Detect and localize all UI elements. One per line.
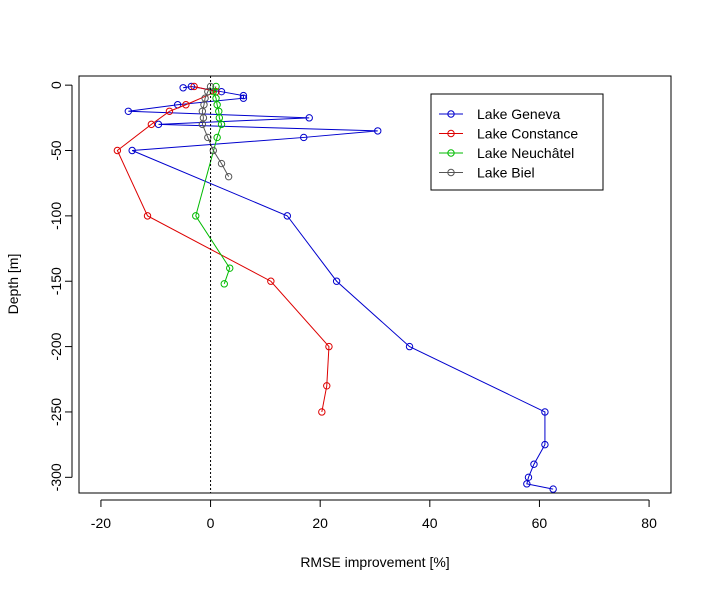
y-axis: 0 -50 -100 -150 -200 -250 -300 (48, 81, 73, 491)
x-tick-label: 40 (422, 515, 438, 531)
series-line (128, 85, 554, 490)
y-tick-label: 0 (48, 81, 64, 89)
data-point (541, 440, 549, 449)
legend: Lake Geneva Lake Constance Lake Neuchâtel L… (430, 93, 604, 191)
legend-label: Lake Biel (477, 165, 535, 181)
series-line (201, 86, 230, 177)
x-tick-label: 0 (207, 515, 215, 531)
data-point (374, 127, 382, 135)
y-tick-label: -200 (48, 332, 64, 360)
data-point (220, 280, 228, 288)
x-tick-label: 80 (641, 515, 657, 531)
data-point (213, 101, 221, 109)
series-line (116, 85, 330, 413)
data-point (213, 133, 221, 142)
legend-label: Lake Constance (477, 126, 578, 142)
data-point (200, 101, 208, 109)
data-point (113, 146, 122, 155)
x-axis-label: RMSE improvement [%] (300, 554, 449, 570)
y-tick-label: -50 (48, 140, 64, 160)
data-point (128, 146, 136, 155)
data-point (217, 87, 226, 96)
legend-marker (447, 149, 455, 157)
data-point (524, 473, 533, 482)
data-point (226, 264, 234, 272)
data-point (165, 107, 174, 115)
data-point (198, 120, 207, 129)
data-point (215, 114, 224, 122)
y-tick-label: -100 (48, 202, 64, 230)
x-tick-label: 60 (532, 515, 548, 531)
legend-label: Lake Geneva (477, 106, 560, 122)
data-point (143, 212, 152, 220)
y-tick-label: -250 (48, 398, 64, 426)
data-point (190, 82, 198, 91)
data-point (523, 480, 531, 488)
data-point (179, 84, 187, 92)
data-point (541, 408, 549, 416)
x-axis: -20 0 20 40 60 80 (91, 499, 657, 531)
data-point (224, 172, 233, 181)
x-tick-label: -20 (91, 515, 111, 531)
data-point (318, 408, 326, 416)
data-point (192, 212, 200, 220)
legend-marker (447, 168, 455, 177)
data-point (267, 277, 275, 285)
data-point (405, 342, 414, 351)
legend-box (430, 93, 604, 191)
legend-marker (447, 110, 455, 118)
y-tick-label: -300 (48, 463, 64, 491)
data-point (217, 120, 226, 129)
data-point (323, 382, 331, 390)
data-point (283, 212, 291, 220)
y-tick-label: -150 (48, 267, 64, 295)
data-point (300, 133, 308, 142)
legend-marker (447, 129, 455, 138)
plot-frame (78, 75, 672, 494)
data-point (332, 277, 341, 285)
data-point (182, 101, 190, 109)
data-point (147, 120, 156, 129)
data-point (305, 114, 313, 122)
series-line (195, 86, 231, 285)
x-tick-label: 20 (312, 515, 328, 531)
data-point (239, 91, 248, 100)
data-point (530, 460, 538, 468)
data-point (217, 159, 226, 168)
data-point (154, 120, 163, 129)
legend-label: Lake Neuchâtel (477, 145, 574, 161)
data-point (239, 94, 248, 102)
y-axis-label: Depth [m] (5, 254, 21, 315)
series-layer (113, 76, 557, 493)
data-point (209, 146, 217, 155)
data-point (325, 342, 333, 351)
data-point (549, 485, 557, 493)
data-point (204, 87, 212, 96)
data-point (124, 107, 133, 115)
